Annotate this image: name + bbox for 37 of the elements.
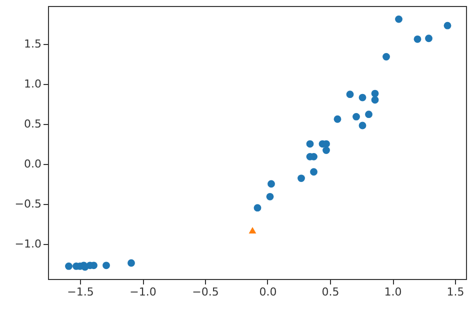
y-tick-label: 0.0 [24,157,42,170]
point [310,168,318,176]
point [444,22,452,30]
point [254,204,262,212]
point [298,174,305,182]
x-tick-label: 0.0 [259,286,277,298]
x-tick-label: 0.5 [322,286,340,298]
x-tick-label: −1.5 [67,286,94,298]
point [334,115,342,123]
point [102,262,110,270]
point [322,146,330,154]
point [358,122,366,130]
y-tick-label: 1.5 [24,37,42,50]
point [128,259,135,267]
point [414,35,422,43]
x-tick-label: 1.0 [384,286,402,298]
point [268,180,275,188]
point [395,15,402,23]
y-tick-label: −1.0 [14,237,42,250]
point [266,192,274,200]
point [346,90,354,98]
point [365,110,372,118]
y-tick-label: −0.5 [14,197,42,210]
point [425,34,432,42]
x-tick-label: −0.5 [192,286,219,298]
point [352,113,360,120]
point [65,262,72,270]
x-tick-label: −1.0 [130,286,156,298]
point [358,94,366,102]
point [382,53,390,60]
y-tick-label: 1.0 [24,77,42,90]
point [306,140,314,148]
x-tick-label: 1.5 [446,286,464,298]
point [371,90,379,98]
point [248,227,256,234]
point [371,96,379,104]
y-tick-label: 0.5 [24,117,42,130]
